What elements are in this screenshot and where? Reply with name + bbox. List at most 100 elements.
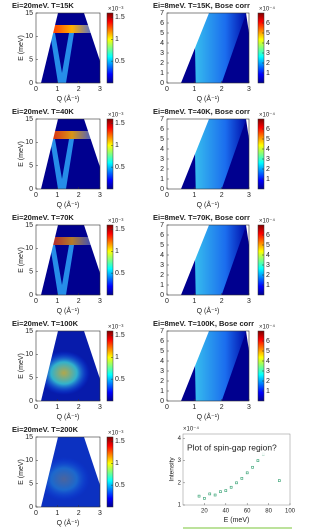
colorbar-tick-label: 1 — [266, 282, 270, 289]
x-tick-label: 3 — [247, 192, 251, 199]
y-tick-label: 1 — [160, 282, 164, 289]
x-tick-label: 2 — [77, 510, 81, 517]
colorbar-tick-label: 4 — [266, 40, 270, 47]
x-axis-label: Q (Å⁻¹) — [57, 306, 80, 315]
x-axis-label: Q (Å⁻¹) — [57, 200, 80, 209]
x-axis-label: Q (Å⁻¹) — [197, 306, 220, 315]
y-tick-label: 0 — [29, 504, 33, 511]
colorbar-tick-label: 6 — [266, 126, 270, 133]
x-tick-label: 3 — [98, 86, 102, 93]
y-tick-label: 0 — [160, 186, 164, 193]
colorbar-tick-label: 1.5 — [115, 332, 125, 339]
colorbar — [106, 12, 114, 84]
colorbar — [257, 12, 265, 84]
y-tick-label: 2 — [178, 480, 182, 486]
point — [235, 481, 238, 485]
y-tick-label: 1 — [160, 70, 164, 77]
y-tick-label: 3 — [160, 156, 164, 163]
colorbar-tick-label: 1.5 — [115, 438, 125, 445]
kinematic-left — [36, 437, 58, 507]
x-tick-label: 2 — [220, 298, 224, 305]
y-tick-label: 5 — [29, 481, 33, 488]
point — [213, 493, 217, 497]
x-tick-label: 1 — [55, 298, 59, 305]
band — [48, 131, 96, 139]
axes-box — [35, 224, 101, 296]
x-tick-label: 3 — [247, 404, 251, 411]
y-tick-label: 5 — [29, 163, 33, 170]
y-tick-label: 15 — [25, 10, 33, 17]
colorbar-tick-label: 1.5 — [115, 120, 125, 127]
y-axis-label: E (meV) — [18, 353, 25, 379]
x-tick-label: 3 — [98, 298, 102, 305]
y-tick-label: 3 — [160, 368, 164, 375]
y-tick-label: 10 — [25, 139, 33, 146]
x-axis-label: Q (Å⁻¹) — [197, 412, 220, 421]
colorbar-tick-label: 5 — [266, 136, 270, 143]
wedge — [194, 119, 247, 189]
colorbar-tick-label: 0.5 — [115, 376, 125, 383]
x-tick-label: 2 — [77, 86, 81, 93]
colorbar-tick-label: 4 — [266, 358, 270, 365]
x-tick-label: 1 — [55, 192, 59, 199]
x-tick-label: 0 — [34, 404, 38, 411]
panel-title: Ei=20meV. T=40K — [12, 107, 74, 116]
colorbar — [106, 330, 114, 402]
colorbar-scale: ×10⁻³ — [108, 325, 123, 331]
point — [219, 490, 222, 493]
axes-box — [35, 436, 101, 508]
y-tick-label: 5 — [160, 30, 164, 37]
dispersion — [50, 33, 74, 83]
colorbar-tick-label: 0.5 — [115, 58, 125, 65]
colorbar-tick-label: 6 — [266, 338, 270, 345]
x-tick-label: 2 — [77, 192, 81, 199]
colorbar-scale: ×10⁻³ — [108, 219, 123, 225]
annotation: Plot of spin-gap region? — [187, 442, 277, 452]
annotation-box — [185, 440, 289, 455]
x-tick-label: 1 — [55, 510, 59, 517]
y-tick-label: 15 — [25, 116, 33, 123]
point — [251, 465, 254, 469]
colorbar — [106, 436, 114, 508]
colorbar-tick-label: 1.5 — [115, 14, 125, 21]
x-tick-label: 1 — [55, 86, 59, 93]
colorbar-tick-label: 1 — [266, 176, 270, 183]
y-axis-label: Intensity — [169, 457, 176, 482]
colorbar-scale: ×10⁻⁴ — [259, 6, 275, 13]
y-tick-label: 4 — [160, 40, 164, 47]
panel-title: Ei=8meV. T=100K, Bose corr — [153, 319, 254, 328]
kinematic-left — [36, 13, 58, 83]
axes-box — [166, 12, 250, 84]
x-tick-label: 60 — [244, 509, 251, 515]
heatmap-image — [167, 13, 249, 83]
y-tick-label: 10 — [25, 351, 33, 358]
colorbar — [106, 118, 114, 190]
panel-title: Ei=20meV. T=200K — [12, 425, 79, 434]
colorbar-scale: ×10⁻³ — [108, 113, 123, 119]
y-tick-label: 0 — [29, 398, 33, 405]
y-scale: ×10⁻⁴ — [183, 426, 199, 433]
y-tick-label: 0 — [160, 292, 164, 299]
x-tick-label: 100 — [285, 509, 296, 515]
colorbar-tick-label: 1.5 — [115, 226, 125, 233]
colorbar-tick-label: 3 — [266, 50, 270, 57]
x-tick-label: 3 — [98, 404, 102, 411]
kinematic-left — [36, 119, 58, 189]
y-tick-label: 2 — [160, 166, 164, 173]
y-tick-label: 6 — [160, 232, 164, 239]
y-tick-label: 5 — [29, 375, 33, 382]
y-tick-label: 5 — [160, 242, 164, 249]
axes-box — [35, 330, 101, 402]
x-tick-label: 0 — [165, 192, 169, 199]
kinematic-right — [246, 119, 249, 139]
x-tick-label: 0 — [34, 86, 38, 93]
blob — [38, 351, 90, 395]
colorbar-tick-label: 5 — [266, 348, 270, 355]
axes-box — [166, 330, 250, 402]
x-tick-label: 20 — [201, 509, 208, 515]
colorbar-tick-label: 3 — [266, 156, 270, 163]
point — [203, 497, 206, 500]
x-tick-label: 0 — [34, 510, 38, 517]
colorbar — [106, 224, 114, 296]
